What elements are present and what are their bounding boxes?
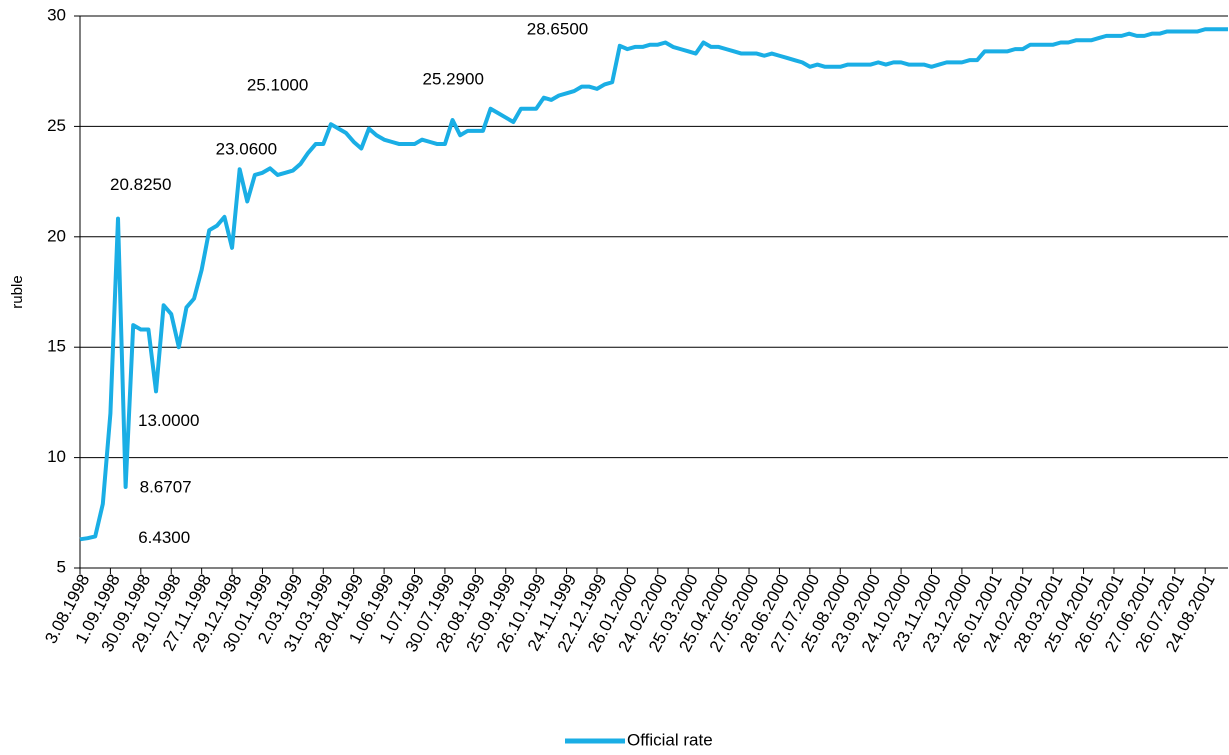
data-label: 25.1000 <box>247 76 308 95</box>
y-tick-label: 5 <box>57 557 66 576</box>
y-tick-label: 20 <box>47 226 66 245</box>
y-tick-label: 25 <box>47 116 66 135</box>
data-label: 20.8250 <box>110 175 171 194</box>
legend-label: Official rate <box>627 730 713 749</box>
data-label: 13.0000 <box>138 411 199 430</box>
y-axis-label: ruble <box>9 275 26 308</box>
data-label: 8.6707 <box>140 477 192 496</box>
data-label: 23.0600 <box>216 140 277 159</box>
data-label: 6.4300 <box>138 528 190 547</box>
data-label: 28.6500 <box>527 19 588 38</box>
series-line <box>79 27 1228 542</box>
y-tick-label: 15 <box>47 337 66 356</box>
y-tick-label: 30 <box>47 5 66 24</box>
y-tick-label: 10 <box>47 447 66 466</box>
data-label: 25.2900 <box>423 69 484 88</box>
